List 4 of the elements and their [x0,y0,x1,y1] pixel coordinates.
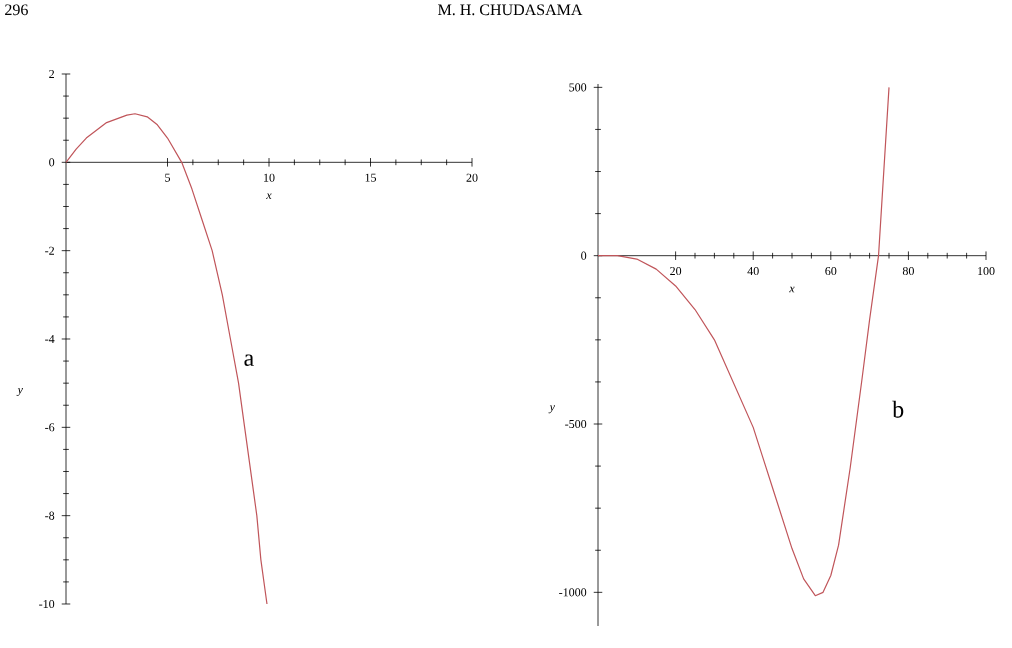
text: M. H. CHUDASAMA [438,4,583,16]
annotation: b [892,400,904,418]
text: 296 [5,4,28,16]
annotation: a [244,354,254,366]
